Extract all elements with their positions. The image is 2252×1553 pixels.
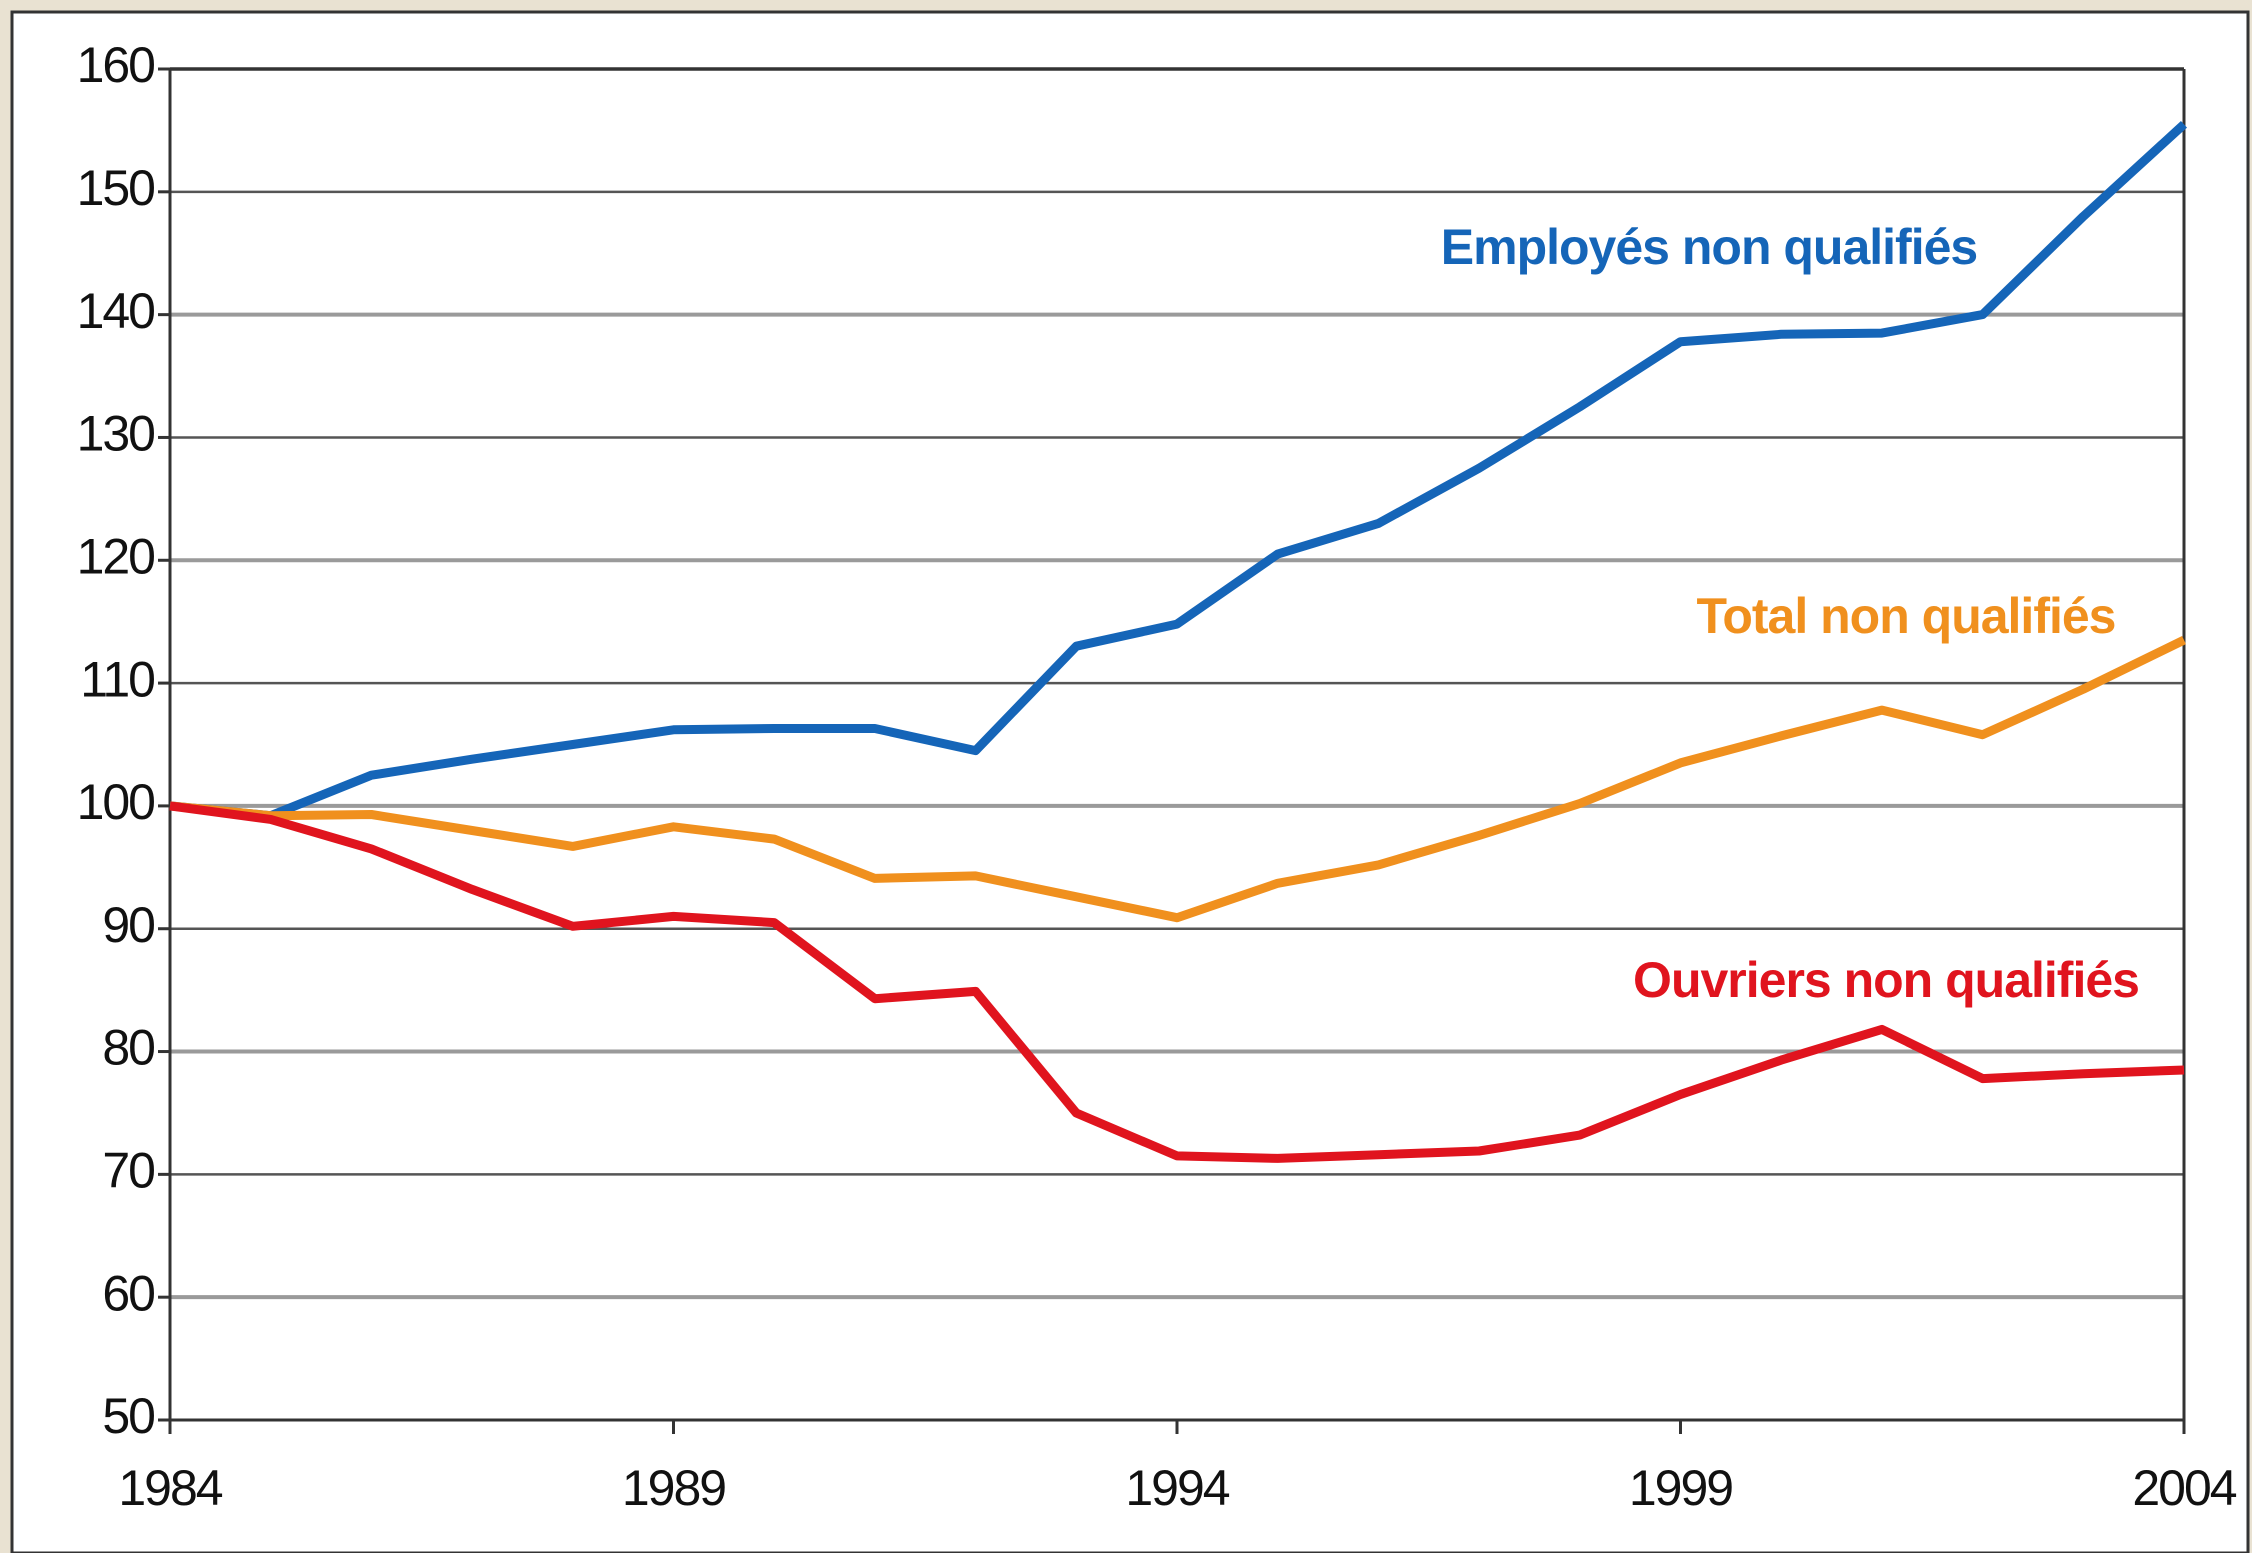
x-tick-label: 1999: [1629, 1460, 1732, 1516]
y-tick-label: 100: [77, 774, 155, 830]
series-line: [169, 801, 2185, 1163]
y-tick-label: 140: [77, 283, 155, 339]
y-tick-label: 90: [102, 897, 154, 953]
y-tick-label: 150: [77, 160, 155, 216]
x-tick-label: 2004: [2132, 1460, 2236, 1516]
y-tick-label: 160: [77, 37, 155, 93]
y-tick-label: 50: [102, 1388, 154, 1444]
grid: 50 60 70 80 90 100 110 120 130 140 150 160 1984 1989 1…: [77, 37, 2239, 1516]
y-tick-label: 80: [102, 1020, 154, 1076]
series-label: Total non qualifiés: [1697, 588, 2116, 644]
x-tick-label: 1989: [622, 1460, 725, 1516]
series-line: [169, 636, 2186, 923]
y-tick-label: 110: [80, 651, 154, 707]
series-label: Employés non qualifiés: [1441, 219, 1977, 275]
y-tick-label: 130: [77, 406, 155, 462]
y-tick-label: 70: [102, 1143, 154, 1199]
x-tick-label: 1984: [118, 1460, 222, 1516]
lines: Employés non qualifiés Total non qualifié…: [169, 120, 2188, 1163]
series-line: [169, 120, 2188, 821]
series-label: Ouvriers non qualifiés: [1633, 952, 2139, 1008]
y-tick-label: 60: [102, 1265, 154, 1321]
y-tick-label: 120: [77, 528, 155, 584]
x-tick-label: 1994: [1125, 1460, 1229, 1516]
